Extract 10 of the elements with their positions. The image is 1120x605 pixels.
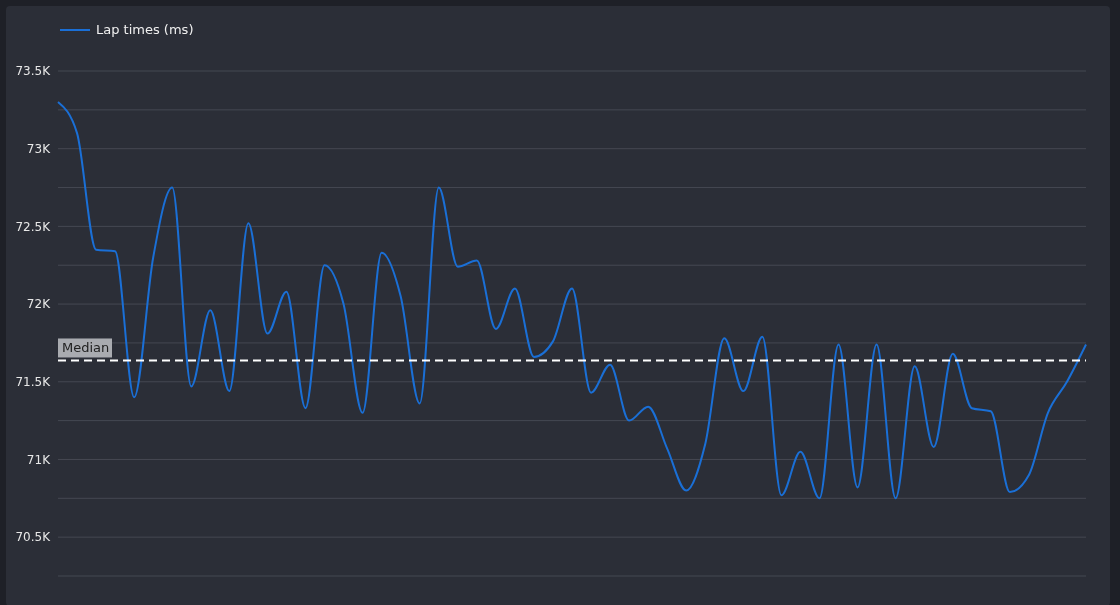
ref-line-label: Median: [62, 340, 110, 356]
y-tick-label: 72K: [26, 297, 52, 312]
legend-label: Lap times (ms): [96, 22, 194, 37]
y-tick-label: 73.5K: [15, 64, 52, 79]
y-tick-label: 70.5K: [15, 530, 52, 545]
y-tick-label: 71.5K: [15, 375, 52, 390]
y-tick-label: 72.5K: [15, 219, 52, 234]
y-tick-label: 71K: [26, 452, 52, 467]
line-series: [57, 101, 1087, 500]
y-tick-label: 73K: [26, 141, 52, 156]
